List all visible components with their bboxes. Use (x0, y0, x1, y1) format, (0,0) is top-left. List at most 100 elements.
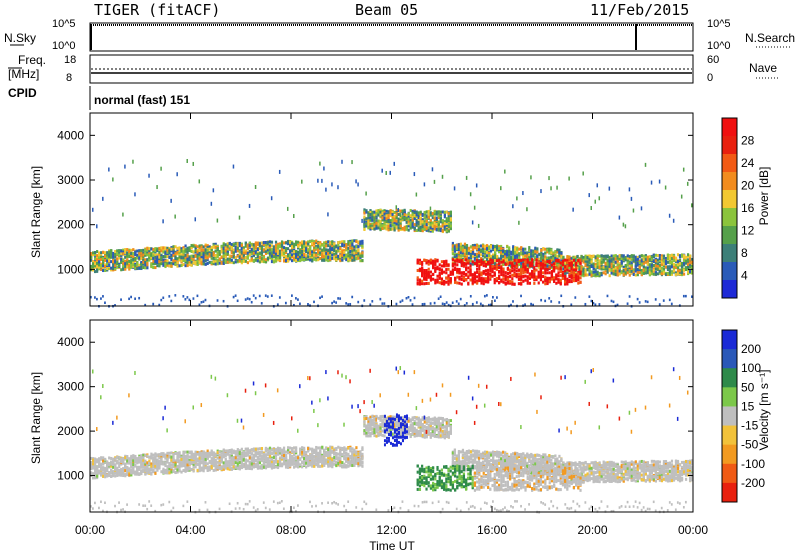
data-cell (339, 241, 341, 244)
data-cell (347, 247, 349, 250)
data-cell (140, 257, 142, 260)
data-cell (303, 258, 305, 261)
data-cell (492, 246, 494, 249)
data-cell (307, 251, 309, 254)
data-cell (223, 300, 225, 303)
data-cell (309, 258, 311, 261)
data-cell (215, 254, 217, 257)
data-cell (160, 262, 162, 265)
data-cell (663, 271, 665, 274)
data-cell (513, 268, 515, 271)
data-cell (484, 255, 486, 258)
data-cell (349, 255, 351, 258)
data-cell (442, 175, 444, 179)
data-cell (371, 222, 373, 225)
data-cell (351, 239, 353, 242)
data-cell (128, 265, 130, 268)
data-cell (229, 258, 231, 261)
data-cell (597, 271, 599, 274)
data-cell (114, 250, 116, 253)
data-cell (325, 244, 327, 247)
data-cell (447, 283, 449, 286)
data-cell (554, 254, 556, 257)
data-cell (540, 257, 542, 260)
data-cell (428, 276, 430, 279)
data-cell (400, 210, 402, 213)
data-cell (639, 301, 641, 304)
data-cell (486, 247, 488, 250)
data-cell (418, 211, 420, 214)
data-cell (428, 268, 430, 271)
data-cell (188, 258, 190, 261)
data-cell (439, 277, 441, 280)
data-cell (498, 259, 500, 262)
data-cell (211, 254, 213, 257)
data-cell (511, 263, 513, 266)
data-cell (685, 295, 687, 298)
data-cell (361, 219, 363, 223)
data-cell (221, 248, 223, 251)
data-cell (623, 223, 625, 227)
data-cell (627, 302, 629, 305)
data-cell (249, 204, 251, 208)
data-cell (572, 208, 574, 212)
data-cell (502, 270, 504, 273)
data-cell (687, 263, 689, 266)
data-cell (176, 247, 178, 250)
data-cell (321, 179, 323, 183)
data-cell (513, 273, 515, 276)
data-cell (418, 215, 420, 219)
data-cell (309, 252, 311, 255)
data-cell (669, 299, 671, 302)
data-cell (423, 278, 425, 281)
data-cell (377, 226, 379, 229)
data-cell (485, 265, 487, 268)
data-cell (261, 302, 263, 305)
data-cell (363, 221, 365, 224)
data-cell (283, 252, 285, 255)
data-cell (96, 258, 98, 261)
data-cell (203, 300, 205, 303)
data-cell (142, 266, 144, 269)
data-cell (281, 248, 283, 251)
data-cell (410, 214, 412, 217)
data-cell (661, 267, 663, 270)
data-cell (223, 255, 225, 258)
data-cell (110, 250, 112, 253)
data-cell (478, 270, 480, 273)
data-cell (104, 259, 106, 262)
data-cell (351, 250, 353, 253)
data-cell (174, 252, 176, 255)
data-cell (172, 245, 174, 248)
data-cell (611, 260, 613, 263)
data-cell (182, 251, 184, 254)
data-cell (659, 254, 661, 257)
data-cell (436, 223, 438, 226)
data-cell (295, 243, 297, 246)
data-cell (513, 283, 515, 286)
data-cell (400, 225, 402, 228)
data-cell (213, 251, 215, 254)
data-cell (461, 261, 463, 264)
data-cell (663, 299, 665, 302)
data-cell (454, 245, 456, 248)
data-cell (645, 163, 647, 167)
data-cell (447, 277, 449, 280)
data-cell (263, 256, 265, 259)
data-cell (156, 185, 158, 189)
data-cell (341, 258, 343, 261)
data-cell (629, 274, 631, 277)
data-cell (639, 271, 641, 274)
data-cell (440, 295, 442, 298)
data-cell (303, 245, 305, 248)
data-cell (233, 261, 235, 264)
data-cell (349, 303, 351, 306)
data-cell (432, 225, 434, 228)
data-cell (152, 260, 154, 263)
data-cell (556, 248, 558, 251)
data-cell (357, 248, 359, 251)
data-cell (100, 258, 102, 261)
data-cell (394, 228, 396, 231)
data-cell (460, 298, 462, 301)
data-cell (460, 251, 462, 254)
